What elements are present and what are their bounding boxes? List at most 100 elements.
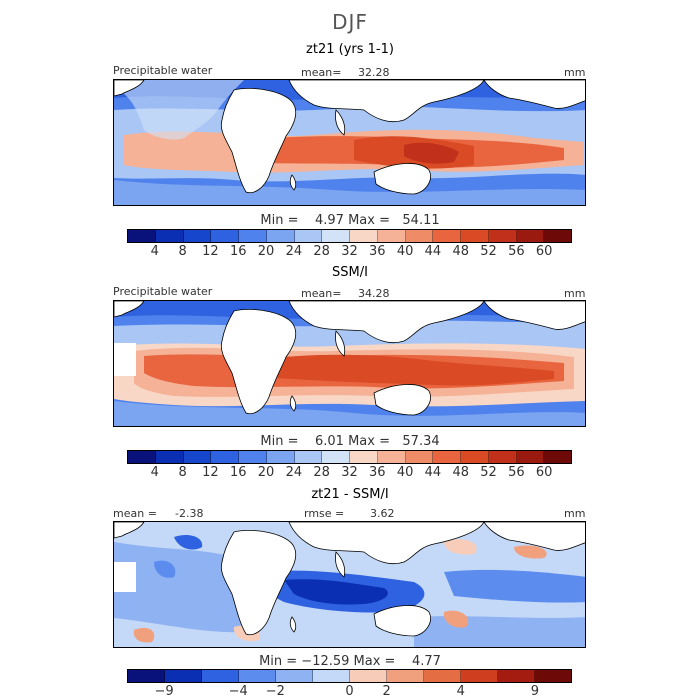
panel2-tick-label: 8 [178,465,187,480]
panel1-tick-label: 48 [452,244,470,259]
panel2-colorbar-cell [183,451,212,463]
panel2-colorbar-cell [350,451,378,463]
panel1-colorbar-cell [488,230,517,242]
panel2-max-label: Max = [348,434,390,449]
panel2-colorbar-cell [155,451,184,463]
panel2-tick-label: 16 [229,465,247,480]
panel2-min-label: Min = [260,434,299,449]
panel1-tick-label: 60 [535,244,553,259]
panel1-tick-label: 56 [508,244,525,259]
panel1-max-label: Max = [348,213,390,228]
panel1-map [113,79,586,206]
panel2-colorbar-cell [461,451,489,463]
panel2-colorbar [127,450,572,464]
panel1-units: mm [564,66,586,79]
panel2-colorbar-cell [239,451,267,463]
panel1-tick-label: 32 [341,244,358,259]
panel3-max-value: 4.77 [411,654,441,669]
panel2-tick-label: 40 [396,465,414,480]
panel1-tick-label: 4 [150,244,159,259]
panel3-mean-label: mean = [113,507,157,520]
panel3-map [113,521,586,648]
panel1-min-label: Min = [260,213,299,228]
panel3-colorbar-cell [202,670,239,682]
panel1-tick-label: 8 [178,244,187,259]
panel1-tick-label: 28 [313,244,330,259]
panel3-colorbar-cell [313,670,350,682]
panel3-tick-label: 4 [456,684,465,699]
panel2-colorbar-cell [433,451,461,463]
panel3-colorbar-cell [387,670,424,682]
panel3-colorbar-cell [239,670,276,682]
panel1-colorbar [127,229,572,243]
panel1-max-value: 54.11 [402,213,440,228]
panel3-colorbar-cell [276,670,313,682]
panel1-colorbar-cell [128,230,156,242]
panel1-tick-label: 16 [229,244,247,259]
panel3-min-label: Min = [259,654,298,669]
panel2-map [113,300,586,427]
panel2-tick-label: 24 [285,465,303,480]
panel2-tick-label: 56 [508,465,525,480]
panel3-max-label: Max = [353,654,396,669]
panel3-colorbar-cell [461,670,498,682]
panel3-title: zt21 - SSM/I [311,487,389,502]
panel1-title: zt21 (yrs 1-1) [306,42,394,57]
panel1-colorbar-cell [544,230,571,242]
panel2-colorbar-cell [211,451,239,463]
panel2-colorbar-ticks: 4 8 12 16 20 24 28 32 36 40 44 48 52 56 60 [127,465,572,481]
panel2-tick-label: 44 [424,465,442,480]
panel2-field [114,301,585,426]
panel2-tick-label: 32 [341,465,358,480]
panel2-tick-label: 48 [452,465,470,480]
panel1-colorbar-cell [350,230,378,242]
panel2-variable: Precipitable water [113,285,213,298]
panel3-minmax: Min = −12.59 Max = 4.77 [0,654,700,669]
panel3-tick-label: 9 [530,684,540,699]
panel2-colorbar-cell [516,451,545,463]
panel3-colorbar-cell [424,670,461,682]
panel3-field [114,522,585,647]
panel1-colorbar-cell [294,230,323,242]
panel1-colorbar-ticks: 4 8 12 16 20 24 28 32 36 40 44 48 52 56 60 [127,244,572,260]
panel3-colorbar-cell [128,670,165,682]
panel2-colorbar-cell [488,451,517,463]
panel3-colorbar-cell [350,670,387,682]
panel1-minmax: Min = 4.97 Max = 54.11 [0,213,700,228]
panel3-units: mm [564,507,586,520]
panel2-min-value: 6.01 [315,434,344,449]
panel1-mean-value: 32.28 [358,66,390,79]
panel2-mean-value: 34.28 [358,287,390,300]
panel3-colorbar-ticks: −9 −4 −2 0 2 4 9 [127,684,572,700]
panel1-colorbar-cell [516,230,545,242]
panel2-tick-label: 52 [480,465,497,480]
panel3-tick-label: 0 [345,684,354,699]
panel2-tick-label: 12 [202,465,219,480]
panel2-colorbar-cell [405,451,434,463]
panel2-max-value: 57.34 [402,434,440,449]
panel2-tick-label: 36 [369,465,386,480]
panel1-colorbar-cell [183,230,212,242]
panel2-tick-label: 4 [150,465,159,480]
panel2-tick-label: 20 [257,465,275,480]
panel1-tick-label: 12 [202,244,219,259]
panel1-tick-label: 52 [480,244,497,259]
panel3-colorbar-cell [498,670,535,682]
panel1-field [114,80,585,205]
panel1-min-value: 4.97 [315,213,344,228]
panel3-tick-label: −2 [265,684,285,699]
panel1-colorbar-cell [405,230,434,242]
panel1-tick-label: 40 [396,244,414,259]
panel1-tick-label: 36 [369,244,386,259]
panel3-tick-label: −4 [228,684,248,699]
panel3-tick-label: 2 [382,684,391,699]
panel1-colorbar-cell [239,230,267,242]
panel3-colorbar-cell [165,670,202,682]
panel3-min-value: −12.59 [301,654,350,669]
panel1-colorbar-cell [155,230,184,242]
panel1-tick-label: 44 [424,244,442,259]
panel1-colorbar-cell [266,230,295,242]
panel1-mean-label: mean= [301,66,342,79]
panel3-mean-value: -2.38 [175,507,204,520]
panel2-mean-label: mean= [301,287,342,300]
